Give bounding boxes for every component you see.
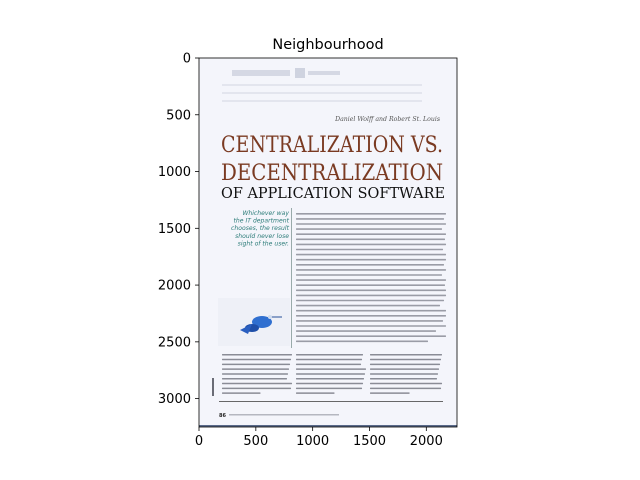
body-text-bottom-columns: [222, 354, 442, 394]
body-text-line: [296, 294, 446, 297]
body-text-line: [296, 238, 445, 241]
body-text-line: [296, 233, 446, 235]
body-text-line: [296, 378, 364, 380]
y-axis: 0 500 1000 1500 2000 2500 3000: [158, 52, 199, 407]
blue-figure-illustration: [240, 315, 282, 334]
faint-header-text: [308, 71, 340, 75]
pull-quote-line: chooses, the result: [231, 224, 290, 232]
body-text-line: [222, 392, 261, 394]
body-text-line: [296, 304, 440, 307]
body-text-line: [370, 378, 437, 380]
x-tick-label: 0: [195, 434, 203, 449]
body-text-line: [370, 363, 440, 366]
body-text-line: [370, 368, 439, 370]
body-text-line: [222, 363, 290, 366]
body-text-line: [296, 354, 363, 356]
body-text-line: [370, 373, 438, 375]
body-text-line: [296, 258, 446, 261]
body-text-line: [296, 248, 443, 251]
body-text-line: [296, 269, 446, 271]
body-text-line: [296, 330, 436, 332]
body-text-line: [296, 335, 446, 337]
body-text-line: [296, 213, 446, 215]
faint-logo-mark: [295, 68, 305, 78]
headline-line-3: OF APPLICATION SOFTWARE: [221, 184, 445, 202]
x-tick-label: 2000: [410, 434, 443, 449]
body-text-line: [296, 299, 444, 302]
y-tick-label: 2500: [158, 335, 191, 350]
footer-caption: [229, 414, 339, 416]
body-text-line: [296, 368, 366, 370]
body-text-line: [296, 289, 446, 292]
y-tick-label: 1500: [158, 222, 191, 237]
body-text-line: [296, 279, 446, 281]
body-text-line: [222, 387, 291, 390]
body-text-line: [296, 382, 363, 385]
axes-frame: [198, 57, 458, 428]
body-text-line: [222, 373, 288, 375]
body-text-line: [296, 218, 444, 220]
body-text-line: [296, 358, 362, 361]
body-text-line: [296, 325, 446, 327]
body-text-line: [222, 382, 292, 385]
body-text-line: [296, 253, 446, 256]
body-text-line: [222, 358, 291, 361]
scan-edge: [199, 425, 457, 427]
body-text-line: [296, 392, 335, 394]
axes: Daniel Wolff and Robert St. Louis CENTRA…: [198, 57, 458, 428]
body-text-line: [370, 387, 441, 390]
body-text-line: [296, 363, 361, 366]
body-text-line: [296, 315, 446, 317]
column-divider: [291, 208, 292, 348]
scanned-page-image: Daniel Wolff and Robert St. Louis CENTRA…: [199, 58, 457, 427]
body-text-line: [370, 392, 410, 394]
body-text-line: [370, 354, 442, 356]
body-text-line: [222, 368, 289, 370]
body-text-line: [296, 309, 446, 312]
side-vertical-mark: [212, 378, 214, 396]
chart-title: Neighbourhood: [272, 37, 383, 53]
faint-bleed-lines: [222, 84, 422, 102]
y-tick-label: 3000: [158, 392, 191, 407]
y-tick-label: 2000: [158, 279, 191, 294]
body-text-line: [222, 378, 287, 380]
body-text-line: [296, 274, 442, 276]
pull-quote-line: should never lose: [235, 233, 289, 240]
page-number: 86: [219, 413, 226, 419]
pull-quote-line: sight of the user.: [238, 239, 289, 247]
body-text-line: [370, 358, 441, 361]
y-tick-label: 500: [166, 108, 191, 123]
pull-quote-line: Whichever way: [242, 210, 289, 217]
y-tick-label: 0: [183, 52, 191, 67]
body-text-line: [296, 284, 445, 286]
body-text-line: [296, 340, 428, 343]
y-tick-label: 1000: [158, 165, 191, 180]
body-text-line: [296, 264, 444, 266]
footer-rule: [219, 401, 443, 402]
body-text-line: [296, 243, 446, 246]
x-tick-label: 1500: [353, 434, 386, 449]
headline-line-2: DECENTRALIZATION: [221, 161, 443, 186]
x-tick-label: 1000: [296, 434, 329, 449]
pull-quote-line: the IT department: [234, 217, 290, 225]
author-line: Daniel Wolff and Robert St. Louis: [334, 116, 440, 123]
body-text-line: [296, 320, 443, 322]
body-text-line: [370, 382, 442, 385]
body-text-line: [296, 387, 362, 390]
x-tick-label: 500: [243, 434, 268, 449]
headline-line-1: CENTRALIZATION VS.: [221, 133, 443, 158]
body-text-line: [296, 228, 442, 230]
body-text-line: [222, 354, 292, 356]
faint-header-block: [232, 70, 290, 76]
x-axis: 0 500 1000 1500 2000: [195, 427, 443, 449]
paper: [199, 58, 457, 427]
body-text-line: [296, 223, 446, 225]
body-text-line: [296, 373, 365, 375]
body-text-right-column: [296, 213, 446, 343]
